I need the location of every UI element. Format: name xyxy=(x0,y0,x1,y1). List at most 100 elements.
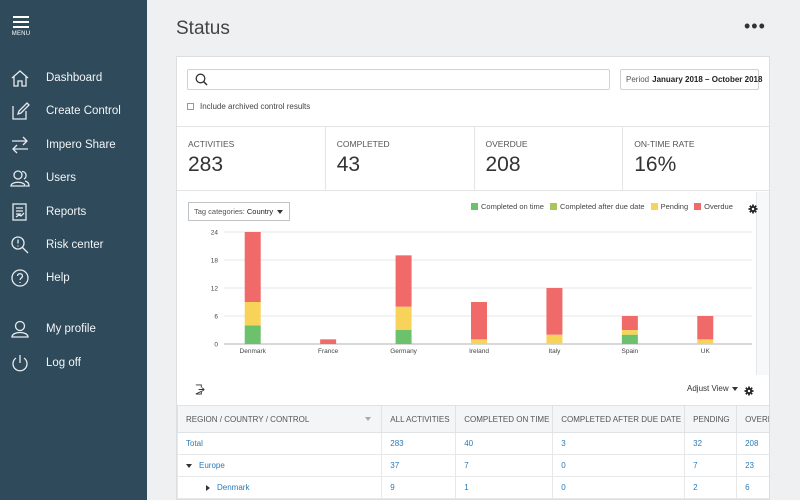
cell-value-link[interactable]: 2 xyxy=(693,483,698,492)
sidebar-item-log-off[interactable]: Log off xyxy=(0,348,147,378)
cell-value-link[interactable]: 23 xyxy=(745,461,754,470)
table-row[interactable]: Europe 37 7 0 7 23 xyxy=(177,454,769,477)
table-cell: 283 xyxy=(381,432,457,455)
table-row[interactable]: Denmark 9 1 0 2 6 xyxy=(177,476,769,499)
sidebar-item-create-control[interactable]: Create Control xyxy=(0,96,147,126)
table-cell: 40 xyxy=(455,432,554,455)
cell-value-link[interactable]: 0 xyxy=(561,461,566,470)
table-cell: 208 xyxy=(736,432,769,455)
stat-label: ON-TIME RATE xyxy=(634,139,695,149)
x-tick-label: UK xyxy=(701,348,711,355)
column-header-pending[interactable]: PENDING xyxy=(684,405,738,433)
search-input[interactable] xyxy=(214,70,609,89)
chevron-down-icon xyxy=(277,210,283,214)
table-cell: 9 xyxy=(381,476,457,499)
reports-icon xyxy=(10,202,30,222)
risk-search-icon xyxy=(10,235,30,255)
collapse-arrow-icon[interactable] xyxy=(186,463,192,468)
legend-item[interactable]: Pending xyxy=(650,202,688,211)
table-cell: 7 xyxy=(455,454,554,477)
cell-value-link[interactable]: 3 xyxy=(561,439,566,448)
sidebar-item-users[interactable]: Users xyxy=(0,163,147,193)
archive-checkbox[interactable] xyxy=(187,103,194,110)
legend-swatch xyxy=(549,203,557,210)
adjust-view-button[interactable]: Adjust View xyxy=(687,384,738,393)
sidebar-item-label: Impero Share xyxy=(46,139,116,151)
table-cell: 37 xyxy=(381,454,457,477)
sidebar-item-label: Reports xyxy=(46,206,87,218)
row-name-link[interactable]: Denmark xyxy=(217,483,250,492)
bar-segment xyxy=(244,232,261,302)
sidebar-item-risk-center[interactable]: Risk center xyxy=(0,230,147,260)
home-icon xyxy=(10,68,30,88)
cell-value-link[interactable]: 283 xyxy=(390,439,404,448)
cell-value-link[interactable]: 6 xyxy=(745,483,750,492)
stat-on-time-rate: ON-TIME RATE 16% xyxy=(623,127,769,190)
bar-segment xyxy=(244,325,261,344)
period-label: Period xyxy=(626,75,650,84)
column-header-all-activities[interactable]: ALL ACTIVITIES xyxy=(381,405,457,433)
legend-item[interactable]: Completed on time xyxy=(471,202,544,211)
table-cell: 0 xyxy=(552,454,686,477)
legend-item[interactable]: Overdue xyxy=(694,202,733,211)
y-tick-label: 6 xyxy=(214,314,218,321)
column-header-completed-on-time[interactable]: COMPLETED ON TIME xyxy=(455,405,554,433)
sort-icon[interactable] xyxy=(365,416,372,421)
users-icon xyxy=(10,168,30,188)
help-icon xyxy=(10,268,30,288)
legend-swatch xyxy=(694,203,702,210)
column-header-overdue[interactable]: OVERDUE xyxy=(736,405,769,433)
adjust-view-label: Adjust View xyxy=(687,384,729,393)
bar-segment xyxy=(320,339,337,344)
stat-value: 208 xyxy=(485,153,521,176)
period-selector[interactable]: Period January 2018 – October 2018 xyxy=(620,69,762,90)
x-tick-label: Italy xyxy=(548,348,561,355)
hamburger-icon xyxy=(13,16,29,18)
sidebar-item-impero-share[interactable]: Impero Share xyxy=(0,130,147,160)
transfer-icon xyxy=(10,135,30,155)
cell-value-link[interactable]: 7 xyxy=(464,461,469,470)
cell-value-link[interactable]: 40 xyxy=(464,439,474,448)
column-header-completed-after-due[interactable]: COMPLETED AFTER DUE DATE xyxy=(552,405,686,433)
more-options-button[interactable]: ••• xyxy=(744,16,766,36)
sidebar-item-help[interactable]: Help xyxy=(0,263,147,293)
cell-value-link[interactable]: 208 xyxy=(745,439,759,448)
stat-label: ACTIVITIES xyxy=(188,139,235,149)
table-cell: 1 xyxy=(455,476,554,499)
row-name-cell: Total xyxy=(177,432,383,455)
menu-button[interactable]: MENU xyxy=(10,16,32,37)
sidebar-item-dashboard[interactable]: Dashboard xyxy=(0,63,147,93)
tag-category-select[interactable]: Tag categories: Country xyxy=(188,202,290,221)
bar-segment xyxy=(621,316,638,330)
bar-segment xyxy=(697,316,714,340)
search-box[interactable] xyxy=(187,69,610,90)
search-icon xyxy=(195,73,208,86)
expand-arrow-icon[interactable] xyxy=(206,484,210,491)
column-header-region[interactable]: REGION / COUNTRY / CONTROL xyxy=(177,405,383,433)
y-tick-label: 24 xyxy=(211,230,219,237)
bar-segment xyxy=(471,339,487,344)
chart-settings-gear-icon[interactable] xyxy=(748,204,758,214)
sidebar-item-label: Dashboard xyxy=(46,72,103,84)
table-header-row: REGION / COUNTRY / CONTROL ALL ACTIVITIE… xyxy=(177,405,769,433)
legend-swatch xyxy=(471,203,478,210)
table-row[interactable]: Total 283 40 3 32 208 xyxy=(177,432,769,455)
column-header-label: REGION / COUNTRY / CONTROL xyxy=(186,414,310,424)
cell-value-link[interactable]: 1 xyxy=(464,483,469,492)
cell-value-link[interactable]: 37 xyxy=(390,461,400,470)
chart-legend: Completed on time Completed after due dat… xyxy=(471,202,739,211)
sidebar-item-label: Risk center xyxy=(46,239,104,251)
sidebar-item-my-profile[interactable]: My profile xyxy=(0,314,147,344)
table-settings-gear-icon[interactable] xyxy=(744,386,754,396)
stat-activities: ACTIVITIES 283 xyxy=(177,127,326,190)
row-name-link[interactable]: Europe xyxy=(199,461,225,470)
legend-item[interactable]: Completed after due date xyxy=(549,202,645,211)
cell-value-link[interactable]: 0 xyxy=(561,483,566,492)
row-name-link[interactable]: Total xyxy=(186,439,203,448)
cell-value-link[interactable]: 9 xyxy=(390,483,395,492)
sidebar-item-reports[interactable]: Reports xyxy=(0,197,147,227)
cell-value-link[interactable]: 7 xyxy=(693,461,698,470)
export-icon[interactable] xyxy=(194,384,205,395)
cell-value-link[interactable]: 32 xyxy=(693,439,703,448)
archive-option: Include archived control results xyxy=(187,102,310,111)
